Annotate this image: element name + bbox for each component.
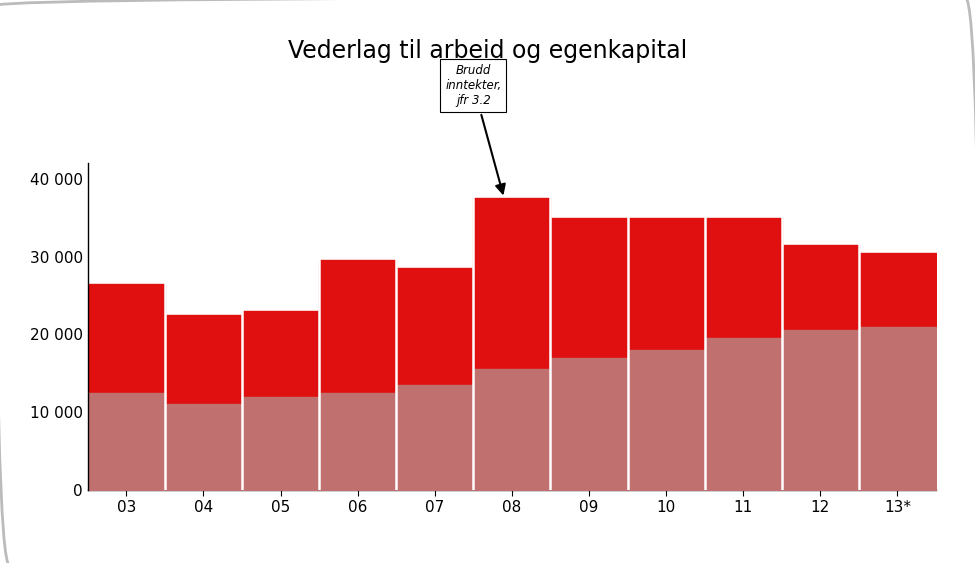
Text: Brudd
inntekter,
jfr 3.2: Brudd inntekter, jfr 3.2 [446,64,505,193]
Text: Vederlag til arbeid og egenkapital: Vederlag til arbeid og egenkapital [288,39,687,64]
